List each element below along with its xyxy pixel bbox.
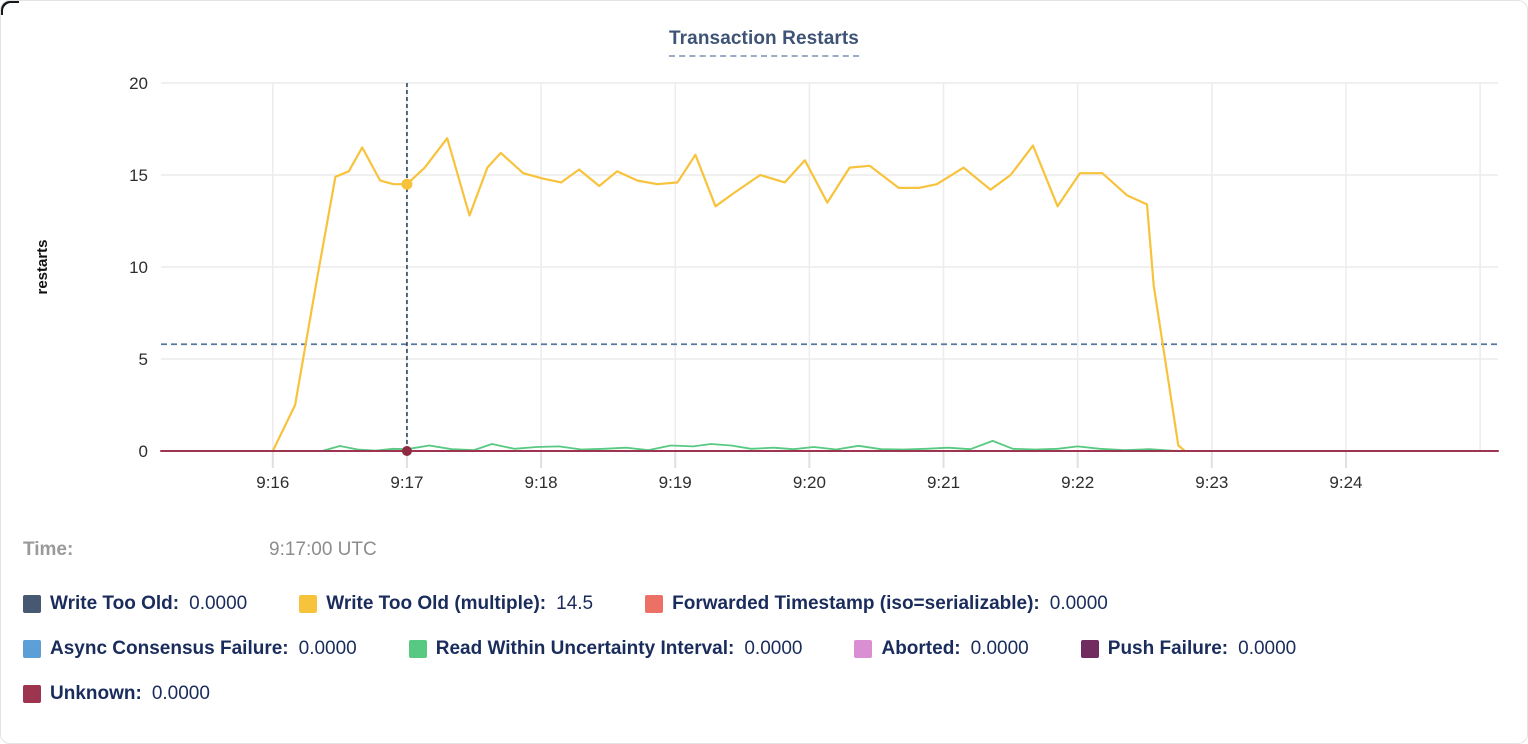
legend-item-push-failure: Push Failure: 0.0000: [1080, 638, 1297, 660]
time-label: Time:: [23, 539, 74, 560]
legend-item-write-too-old: Write Too Old: 0.0000: [23, 593, 247, 615]
legend-value: 0.0000: [151, 683, 210, 704]
legend-swatch-async-consensus-failure: [23, 640, 41, 658]
legend-value: 0.0000: [744, 638, 803, 659]
legend-item-forwarded-timestamp-iso-serializable: Forwarded Timestamp (iso=serializable): 0…: [645, 593, 1108, 615]
y-tick-label: 5: [139, 350, 148, 369]
hover-point-markers: [401, 178, 413, 456]
legend-label: Read Within Uncertainty Interval:: [435, 638, 735, 659]
chart-title[interactable]: Transaction Restarts: [669, 28, 859, 57]
y-tick-label: 10: [129, 258, 148, 277]
series-line-read-within-uncertainty-interval: [321, 439, 1186, 452]
hover-marker-unknown: [401, 446, 412, 456]
legend-label: Push Failure:: [1107, 638, 1229, 659]
x-tick-label: 9:21: [927, 473, 960, 492]
transaction-restarts-chart: 0 5 10 15 20 9:16 9:17 9:18 9:19 9:20 9:21 9:22 9:23…: [34, 74, 1499, 492]
legend-row: Unknown: 0.0000: [23, 680, 1505, 708]
legend-value: 0.0000: [970, 638, 1029, 659]
legend-row: Write Too Old: 0.0000 Write Too Old (multi…: [23, 590, 1505, 618]
axis-tick-marks: [271, 452, 1347, 468]
legend-item-aborted: Aborted: 0.0000: [854, 638, 1029, 660]
x-tick-label: 9:19: [659, 473, 692, 492]
legend-item-write-too-old-multiple: Write Too Old (multiple): 14.5: [299, 593, 593, 615]
legend-value: 0.0000: [298, 638, 357, 659]
legend-label: Forwarded Timestamp (iso=serializable):: [672, 593, 1040, 614]
legend-value: 0.0000: [1238, 638, 1297, 659]
legend-swatch-write-too-old-multiple: [299, 595, 318, 613]
chart-hover-area[interactable]: [161, 83, 1498, 451]
x-tick-label: 9:18: [525, 473, 558, 492]
legend-label: Write Too Old (multiple):: [326, 593, 547, 614]
legend-swatch-forwarded-timestamp-iso-serializable: [645, 595, 664, 613]
legend-label: Async Consensus Failure:: [50, 638, 289, 659]
legend-item-read-within-uncertainty-interval: Read Within Uncertainty Interval: 0.0000: [408, 638, 803, 660]
hover-time-row: Time: 9:17:00 UTC: [23, 539, 377, 561]
y-tick-label: 15: [129, 166, 148, 185]
legend-swatch-read-within-uncertainty-interval: [408, 640, 427, 658]
x-tick-label: 9:23: [1195, 473, 1228, 492]
legend-swatch-write-too-old: [23, 595, 41, 613]
legend-label: Unknown:: [50, 683, 142, 704]
time-value: 9:17:00 UTC: [269, 539, 377, 560]
legend-swatch-unknown: [23, 685, 41, 703]
x-tick-label: 9:24: [1329, 473, 1362, 492]
x-tick-label: 9:20: [793, 473, 826, 492]
x-tick-label: 9:17: [390, 473, 423, 492]
legend-value: 0.0000: [1049, 593, 1108, 614]
legend-swatch-aborted: [854, 640, 873, 658]
legend-label: Write Too Old:: [50, 593, 180, 614]
window-corner-artifact: [1, 1, 19, 15]
y-tick-label: 0: [139, 442, 148, 461]
legend-value: 0.0000: [189, 593, 248, 614]
y-axis-title: restarts: [34, 239, 51, 294]
gridlines: [161, 82, 1498, 452]
y-tick-label: 20: [129, 74, 148, 93]
legend-item-unknown: Unknown: 0.0000: [23, 683, 210, 705]
chart-title-row: Transaction Restarts: [1, 28, 1527, 57]
threshold-and-hover-lines: [161, 83, 1498, 451]
legend-label: Aborted:: [881, 638, 961, 659]
legend-value: 14.5: [556, 593, 594, 614]
legend-item-async-consensus-failure: Async Consensus Failure: 0.0000: [23, 638, 357, 660]
chart-legend: Write Too Old: 0.0000 Write Too Old (multi…: [23, 590, 1505, 725]
hover-marker-write-too-old-multiple: [401, 178, 413, 190]
legend-swatch-push-failure: [1080, 640, 1099, 658]
x-tick-label: 9:22: [1061, 473, 1094, 492]
axis-labels: 0 5 10 15 20 9:16 9:17 9:18 9:19 9:20 9:21 9:22 9:23…: [129, 74, 1362, 492]
x-tick-label: 9:16: [256, 473, 289, 492]
legend-row: Async Consensus Failure: 0.0000 Read Withi…: [23, 635, 1505, 663]
